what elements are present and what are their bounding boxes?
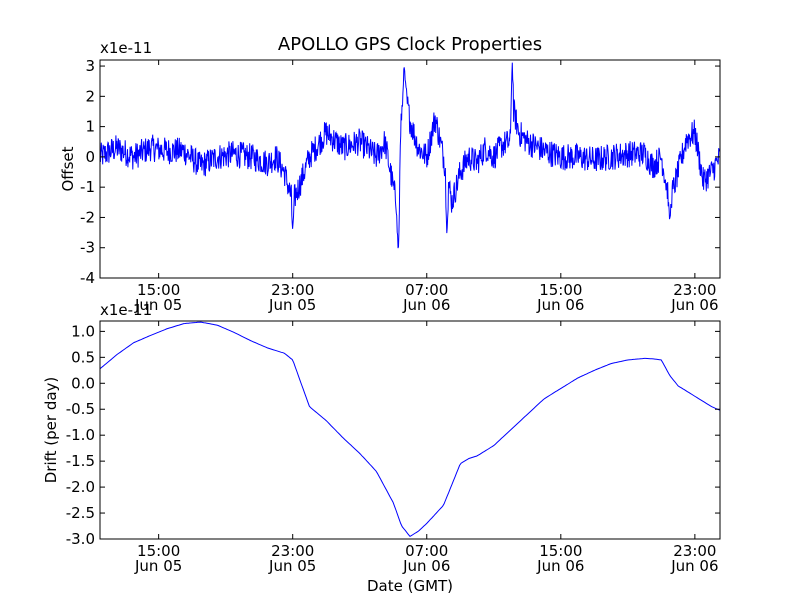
drift-x-tick-time: 07:00 — [405, 542, 448, 560]
offset-x-tick-time: 07:00 — [405, 281, 448, 299]
offset-y-ticks: -4 -3 -2 -1 0 1 2 3 — [80, 57, 720, 287]
offset-x-tick-date: Jun 05 — [268, 296, 316, 314]
offset-series-line — [99, 62, 721, 249]
offset-y-tick-label: -3 — [80, 239, 95, 257]
offset-y-tick-label: 1 — [85, 118, 95, 136]
drift-y-tick-label: 0.5 — [71, 348, 95, 366]
drift-y-tick-label: 0.0 — [71, 374, 95, 392]
offset-y-tick-label: -4 — [80, 269, 95, 287]
drift-x-tick-date: Jun 05 — [268, 557, 316, 575]
drift-chart: x1e-11 -3.0 -2.5 -2.0 -1.5 -1.0 -0.5 0.0 0.5 1.0… — [42, 301, 721, 595]
drift-y-ticks: -3.0 -2.5 -2.0 -1.5 -1.0 -0.5 0.0 0.5 1.0 — [66, 322, 720, 548]
offset-y-tick-label: -2 — [80, 208, 95, 226]
drift-y-tick-label: 1.0 — [71, 322, 95, 340]
offset-scale-label: x1e-11 — [100, 39, 152, 57]
drift-y-tick-label: -1.0 — [66, 426, 95, 444]
drift-x-tick-date: Jun 06 — [670, 557, 718, 575]
drift-y-tick-label: -1.5 — [66, 452, 95, 470]
drift-x-axis-label: Date (GMT) — [367, 577, 453, 595]
offset-chart: APOLLO GPS Clock Properties x1e-11 -4-3-… — [59, 34, 721, 314]
drift-x-tick-time: 23:00 — [271, 542, 314, 560]
drift-plot-frame — [99, 320, 721, 540]
chart-title: APOLLO GPS Clock Properties — [278, 34, 542, 55]
drift-y-tick-label: -3.0 — [66, 530, 95, 548]
offset-x-tick-time: 15:00 — [137, 281, 180, 299]
drift-x-tick-date: Jun 06 — [536, 557, 584, 575]
offset-x-tick-time: 15:00 — [539, 281, 582, 299]
drift-series-line — [99, 321, 721, 538]
offset-x-tick-time: 23:00 — [271, 281, 314, 299]
drift-x-tick-date: Jun 05 — [134, 557, 182, 575]
offset-y-tick-label: 2 — [85, 87, 95, 105]
drift-y-tick-label: -2.5 — [66, 504, 95, 522]
drift-x-tick-time: 15:00 — [137, 542, 180, 560]
offset-x-tick-date: Jun 06 — [536, 296, 584, 314]
drift-x-tick-time: 23:00 — [673, 542, 716, 560]
offset-y-tick-label: 3 — [85, 57, 95, 75]
drift-scale-label: x1e-11 — [100, 301, 152, 319]
offset-x-tick-date: Jun 05 — [134, 296, 182, 314]
offset-x-tick-date: Jun 06 — [670, 296, 718, 314]
offset-y-tick-label: -1 — [80, 178, 95, 196]
drift-x-tick-time: 15:00 — [539, 542, 582, 560]
offset-plot-frame — [99, 59, 721, 279]
offset-y-axis-label: Offset — [59, 146, 77, 191]
drift-y-tick-label: -0.5 — [66, 400, 95, 418]
drift-x-tick-date: Jun 06 — [402, 557, 450, 575]
drift-y-tick-label: -2.0 — [66, 478, 95, 496]
offset-y-tick-label: 0 — [85, 148, 95, 166]
offset-x-tick-date: Jun 06 — [402, 296, 450, 314]
drift-y-axis-label: Drift (per day) — [42, 377, 60, 484]
offset-x-tick-time: 23:00 — [673, 281, 716, 299]
